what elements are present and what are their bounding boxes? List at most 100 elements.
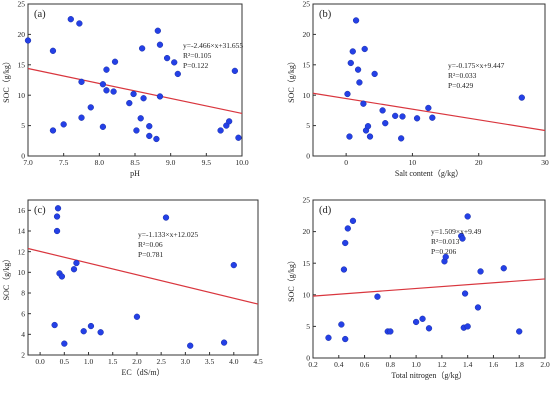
- y-axis-label: SOC（g/kg）: [287, 57, 296, 103]
- data-point: [226, 118, 233, 125]
- regression-annotation: y=-1.133×x+12.025: [138, 230, 198, 239]
- data-point: [162, 214, 170, 221]
- panel-d: 0.2 0.4 0.6 0.8 1.0 1.2 1.4 1.6 1.8 2.0 0 5 10 15 20 25…: [287, 196, 550, 380]
- data-point: [413, 115, 421, 122]
- data-point: [352, 17, 360, 24]
- data-point: [146, 132, 153, 140]
- x-tick-label: 1.5: [108, 357, 118, 366]
- data-point: [364, 123, 372, 130]
- x-tick-label: 0.5: [60, 357, 70, 366]
- data-point: [461, 290, 469, 297]
- panel-label: (d): [319, 205, 332, 216]
- data-point: [76, 20, 83, 27]
- data-point: [97, 329, 104, 336]
- y-tick-label: 25: [18, 0, 26, 9]
- y-tick-label: 0: [306, 152, 310, 161]
- data-point: [217, 127, 224, 134]
- y-tick-label: 10: [18, 268, 26, 277]
- trend-line: [312, 278, 546, 297]
- x-tick-label: 2.0: [132, 357, 142, 366]
- data-point: [349, 48, 356, 55]
- data-point: [87, 322, 95, 330]
- data-point: [374, 293, 381, 300]
- data-point: [500, 265, 507, 272]
- data-point: [133, 313, 141, 320]
- y-tick-label: 25: [303, 0, 311, 9]
- data-point: [474, 304, 482, 311]
- x-tick-label: 0.4: [334, 360, 344, 369]
- x-axis-label: Salt content（g/kg）: [395, 169, 463, 178]
- x-tick-label: 10: [409, 158, 417, 167]
- y-tick-label: 5: [21, 121, 25, 130]
- x-axis-label: pH: [130, 169, 140, 178]
- y-tick-label: 15: [303, 259, 311, 268]
- data-point: [344, 90, 351, 98]
- data-point: [392, 112, 399, 120]
- data-point: [325, 334, 332, 341]
- x-tick-label: 30: [541, 158, 549, 167]
- y-tick-label: 10: [18, 91, 26, 100]
- panel-b: 0 10 20 30 0 5 10 15 20 25 Salt content（g/kg） SOC（g…: [287, 0, 549, 178]
- x-tick-label: 0.2: [308, 360, 318, 369]
- trend-line: [27, 247, 259, 305]
- data-point: [346, 133, 353, 140]
- data-point: [366, 133, 374, 140]
- y-tick-label: 6: [21, 309, 25, 318]
- data-point: [53, 227, 61, 235]
- data-point: [49, 47, 57, 54]
- panel-label: (b): [319, 9, 332, 20]
- y-axis-label: SOC（g/kg）: [287, 256, 296, 302]
- panel-c: 0.0 0.5 1.0 1.5 2.0 2.5 3.0 3.5 4.0 4.5 2 4 6 8 10 12 14…: [2, 199, 263, 377]
- data-point: [379, 107, 386, 114]
- data-point: [338, 321, 345, 328]
- x-tick-label: 2.5: [156, 357, 166, 366]
- trend-line: [312, 92, 546, 132]
- regression-annotation: P=0.206: [431, 247, 457, 256]
- data-point: [171, 59, 178, 66]
- regression-annotation: P=0.781: [138, 250, 164, 259]
- data-point: [153, 135, 160, 143]
- data-point: [347, 59, 354, 67]
- y-tick-label: 0: [21, 152, 25, 161]
- y-tick-label: 0: [306, 354, 310, 363]
- x-tick-label: 3.0: [181, 357, 191, 366]
- x-tick-label: 8.0: [95, 158, 105, 167]
- y-tick-label: 10: [303, 91, 311, 100]
- data-point: [349, 217, 357, 225]
- data-point: [78, 114, 85, 121]
- y-axis-label: SOC（g/kg）: [2, 255, 11, 301]
- plot-frame: [312, 199, 546, 359]
- data-point: [126, 99, 133, 107]
- data-point: [220, 339, 228, 346]
- data-point: [344, 225, 351, 232]
- x-tick-label: 0: [344, 158, 348, 167]
- data-point: [146, 123, 153, 130]
- data-point: [174, 70, 181, 78]
- data-point: [154, 27, 161, 34]
- plot-frame: [27, 199, 259, 356]
- x-tick-label: 1.0: [411, 360, 421, 369]
- data-point: [99, 81, 107, 88]
- data-point: [70, 266, 78, 273]
- x-tick-label: 3.5: [205, 357, 215, 366]
- data-point: [382, 120, 389, 127]
- x-tick-label: 0.8: [386, 360, 396, 369]
- data-point: [399, 113, 406, 120]
- y-tick-label: 5: [306, 322, 310, 331]
- data-point: [342, 239, 349, 247]
- data-point: [111, 58, 119, 65]
- data-point: [60, 121, 67, 128]
- data-point: [138, 45, 146, 52]
- data-point: [51, 321, 58, 329]
- regression-annotation: R²=0.013: [431, 237, 460, 246]
- data-point: [356, 79, 363, 86]
- data-point: [49, 127, 57, 134]
- y-tick-label: 15: [18, 60, 26, 69]
- panel-a: 7.0 7.5 8.0 8.5 9.0 9.5 10.0 0 5 10 15 20 25 pH SOC（g/…: [2, 0, 249, 178]
- y-tick-label: 12: [18, 247, 26, 256]
- data-point: [429, 114, 436, 121]
- regression-annotation: P=0.429: [448, 81, 474, 90]
- data-point: [459, 235, 466, 242]
- data-point: [235, 134, 242, 141]
- data-point: [477, 268, 484, 275]
